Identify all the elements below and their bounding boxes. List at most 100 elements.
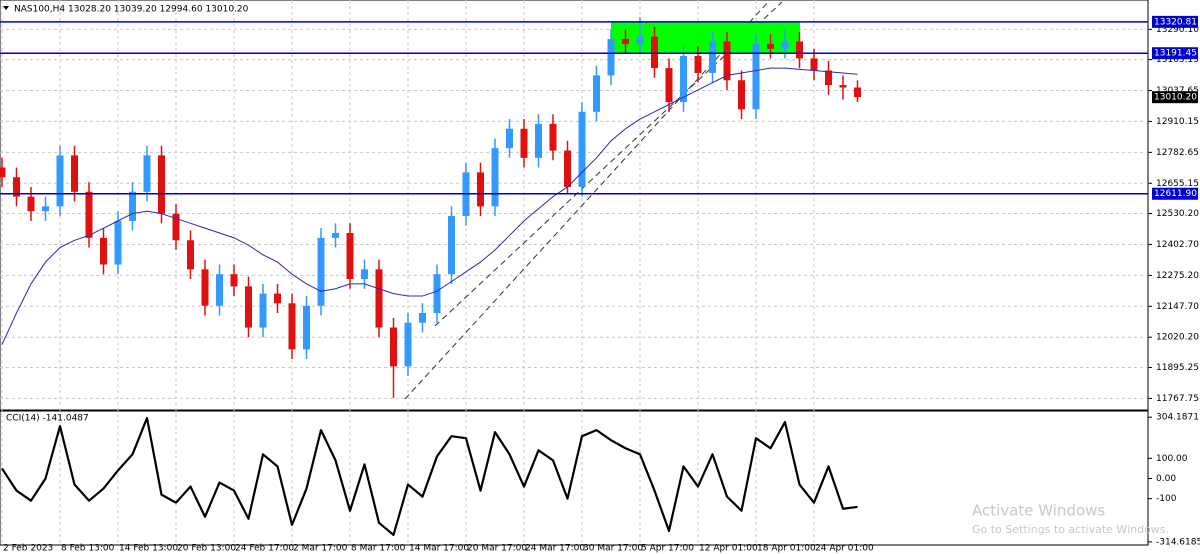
- candle-body: [506, 128, 513, 149]
- candle-body: [56, 155, 64, 207]
- level-box: [1152, 187, 1198, 200]
- candle-body: [317, 237, 325, 306]
- y-tick-label: 12782.65: [1156, 148, 1199, 158]
- candle-body: [129, 191, 136, 221]
- candle-body: [419, 313, 426, 323]
- x-tick-label: 14 Mar 17:00: [409, 544, 469, 554]
- x-tick-label: 24 Feb 17:00: [235, 544, 294, 554]
- candle-body: [375, 269, 383, 328]
- candle-body: [709, 41, 716, 73]
- candle-body: [636, 36, 644, 44]
- candle-body: [477, 172, 484, 207]
- x-tick-label: 8 Feb 13:00: [61, 544, 115, 554]
- candle-body: [520, 128, 528, 158]
- y-tick-label: 13165.15: [1156, 55, 1199, 65]
- price-label: 13010.20: [1154, 93, 1197, 103]
- y-tick-label: 12655.15: [1156, 179, 1199, 189]
- candle-body: [549, 123, 557, 151]
- menu-arrow: [3, 6, 9, 10]
- watermark-title: Activate Windows: [972, 502, 1105, 520]
- candle-body: [201, 269, 209, 306]
- y-tick-label: 12530.20: [1156, 209, 1199, 219]
- y-tick-label: 11895.25: [1156, 363, 1199, 373]
- candle-body: [854, 87, 861, 98]
- x-tick-label: 20 Feb 13:00: [177, 544, 236, 554]
- candle-body: [143, 155, 151, 192]
- watermark-subtitle: Go to Settings to activate Windows.: [972, 523, 1169, 536]
- level-label: 13191.45: [1154, 49, 1197, 59]
- candle-body: [361, 269, 368, 280]
- y-tick-label: 0.00: [1156, 474, 1176, 484]
- y-tick-label: 304.1871: [1156, 413, 1199, 423]
- x-tick-label: 8 Mar 17:00: [351, 544, 406, 554]
- candle-body: [694, 56, 702, 73]
- y-tick-label: 13290.10: [1156, 25, 1199, 35]
- cci-line: [1, 416, 858, 537]
- y-tick-label: 11767.75: [1156, 394, 1199, 404]
- candle-body: [796, 41, 803, 59]
- x-tick-label: 18 Apr 01:00: [757, 544, 816, 554]
- candle-body: [172, 213, 180, 241]
- x-tick-label: 5 Apr 17:00: [641, 544, 694, 554]
- candle-body: [100, 237, 107, 265]
- chart-title: NAS100,H4 13028.20 13039.20 12994.60 130…: [14, 5, 249, 15]
- x-tick-label: 12 Apr 01:00: [699, 544, 758, 554]
- level-label: 13320.81: [1154, 17, 1197, 27]
- candle-body: [810, 58, 818, 71]
- candle-body: [346, 233, 354, 280]
- y-tick-label: -314.6185: [1156, 537, 1200, 547]
- candle-body: [71, 155, 78, 192]
- y-tick-label: 12275.20: [1156, 271, 1199, 281]
- candle-body: [752, 43, 760, 110]
- candle-body: [651, 36, 658, 69]
- candle-body: [303, 305, 310, 350]
- candle-body: [332, 233, 339, 238]
- candle-body: [723, 41, 731, 81]
- indicator-title: CCI(14) -141.0487: [6, 414, 89, 424]
- candle-body: [245, 286, 252, 328]
- candle-body: [433, 274, 441, 314]
- x-tick-label: 14 Feb 13:00: [119, 544, 178, 554]
- x-tick-label: 20 Mar 17:00: [467, 544, 527, 554]
- candle-body: [114, 220, 122, 265]
- y-tick-label: 12147.70: [1156, 302, 1199, 312]
- candle-body: [781, 41, 789, 49]
- y-tick-label: 13037.65: [1156, 86, 1199, 96]
- candle-body: [491, 148, 499, 207]
- candle-body: [665, 68, 673, 103]
- y-tick-label: 100.00: [1156, 454, 1188, 464]
- price-box: [1152, 91, 1198, 104]
- level-box: [1152, 15, 1198, 28]
- candle-body: [13, 177, 20, 197]
- candle-body: [767, 43, 774, 49]
- candle-body: [825, 70, 832, 86]
- level-label: 12611.90: [1154, 189, 1197, 199]
- x-tick-label: 30 Mar 17:00: [583, 544, 643, 554]
- candle-body: [578, 111, 586, 187]
- price-panel: [0, 0, 1149, 411]
- level-box: [1152, 47, 1198, 60]
- y-tick-label: 12402.70: [1156, 240, 1199, 250]
- y-tick-label: 12020.20: [1156, 333, 1199, 343]
- candle-body: [288, 303, 296, 350]
- candle-body: [535, 123, 542, 158]
- candle-body: [593, 75, 600, 112]
- candle-body: [85, 191, 93, 238]
- candle-body: [404, 322, 412, 367]
- x-tick-label: 24 Mar 17:00: [525, 544, 585, 554]
- candle-body: [680, 56, 687, 103]
- x-tick-label: 2 Mar 17:00: [293, 544, 348, 554]
- candle-body: [839, 85, 847, 88]
- candle-body: [448, 216, 455, 275]
- candle-body: [607, 39, 615, 76]
- cci-panel: [0, 410, 1149, 546]
- y-tick-label: -100: [1156, 494, 1177, 504]
- candle-body: [390, 327, 397, 367]
- candle-body: [259, 293, 267, 328]
- candle-body: [216, 274, 223, 306]
- x-tick-label: 24 Apr 01:00: [815, 544, 874, 554]
- candle-body: [738, 80, 745, 110]
- candle-body: [42, 206, 49, 212]
- y-tick-label: 12910.15: [1156, 117, 1199, 127]
